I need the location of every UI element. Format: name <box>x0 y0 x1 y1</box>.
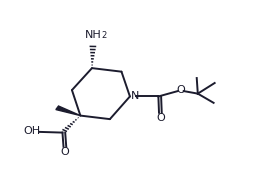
Text: NH: NH <box>85 30 101 40</box>
Text: O: O <box>177 85 185 95</box>
Text: O: O <box>61 147 69 158</box>
Text: 2: 2 <box>101 31 107 40</box>
Text: N: N <box>131 91 140 101</box>
Text: O: O <box>156 113 165 123</box>
Polygon shape <box>56 106 81 116</box>
Text: OH: OH <box>24 126 41 137</box>
